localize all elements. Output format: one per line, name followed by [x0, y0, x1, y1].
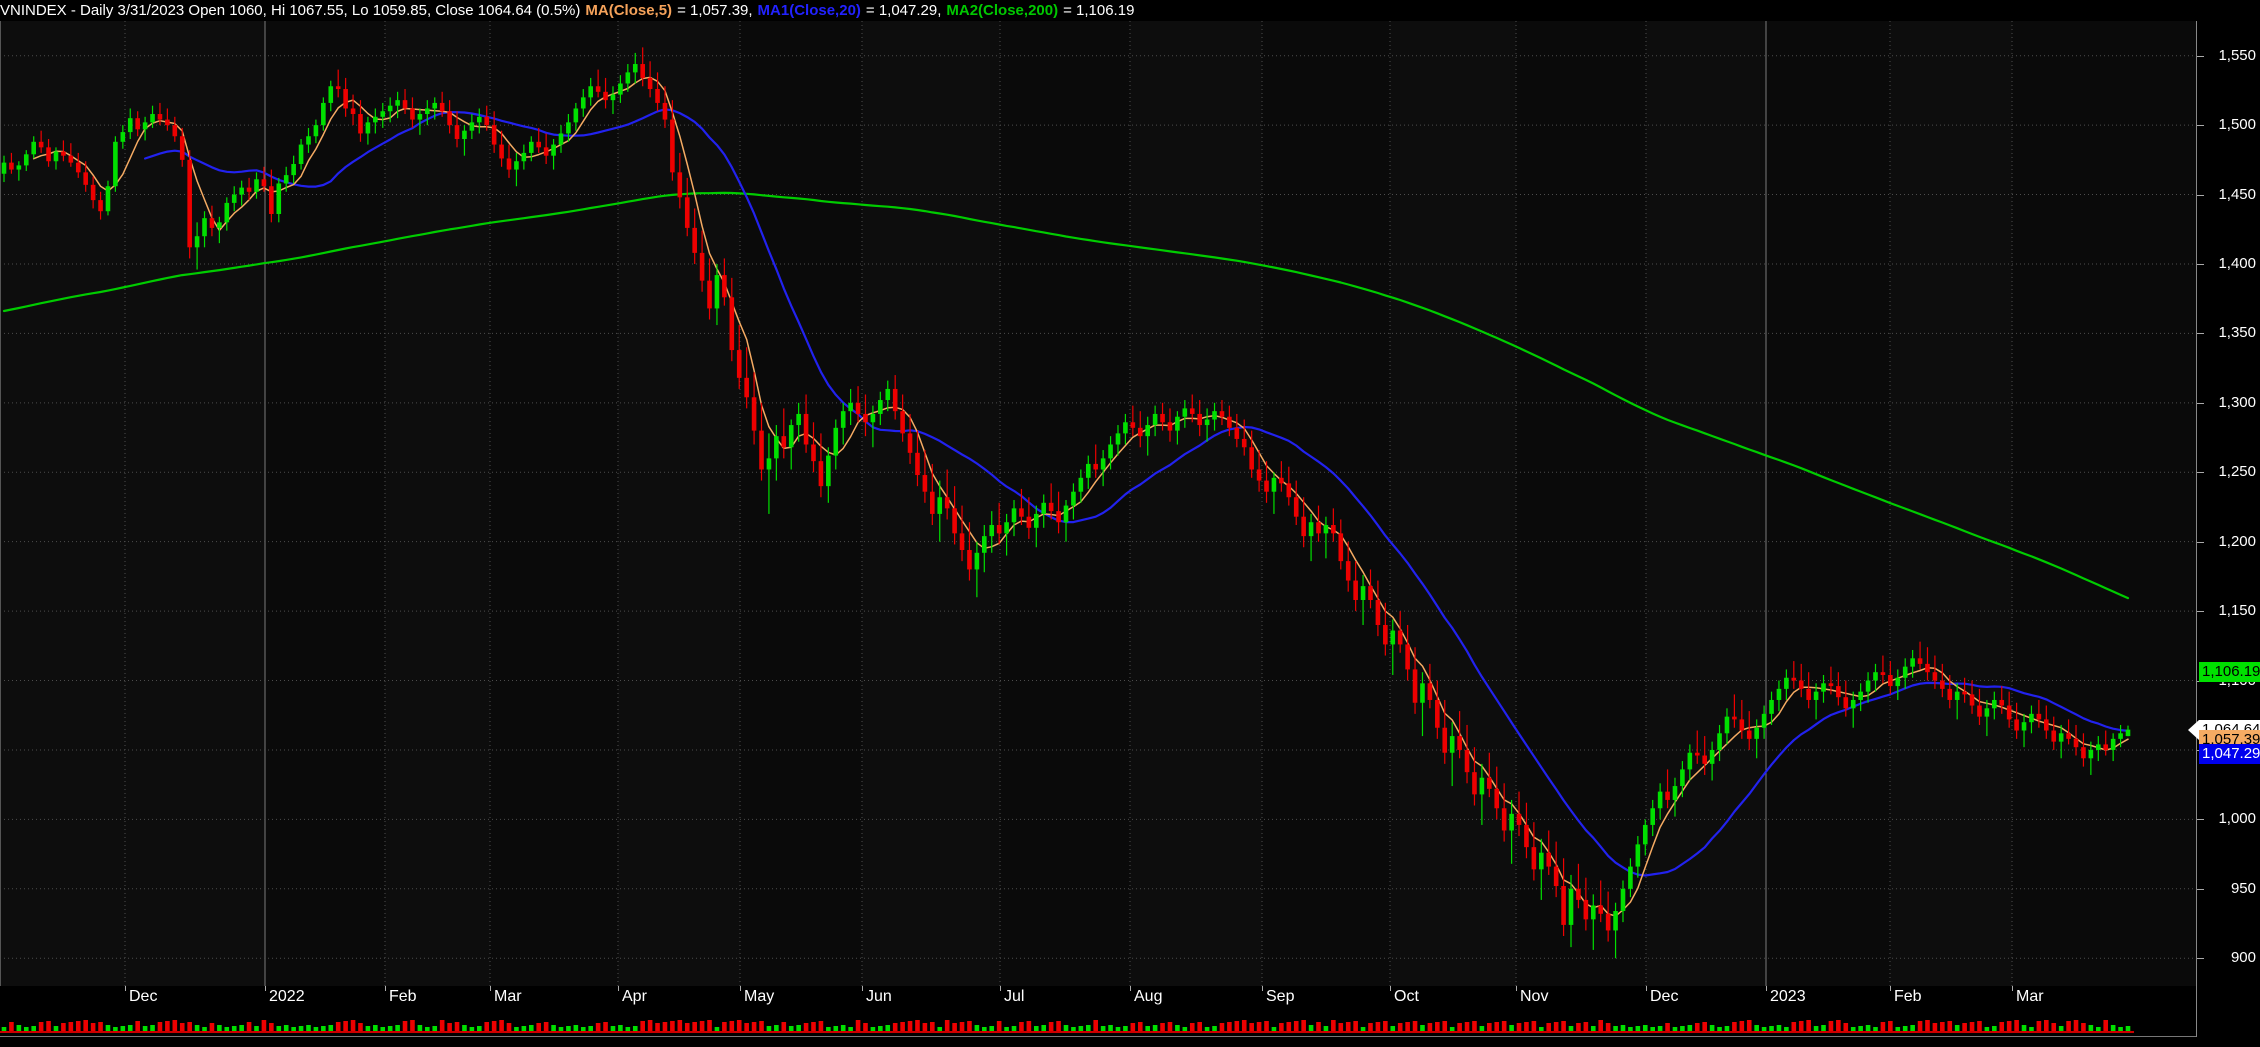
price-tick-label: 1,000: [2218, 810, 2256, 828]
legend-ma200-value: = 1,106.19: [1063, 2, 1135, 19]
time-tick-label: Dec: [129, 988, 158, 1005]
candlestick-canvas: [0, 21, 2197, 986]
price-tick-mark: [2197, 819, 2204, 821]
price-tick-label: 1,200: [2218, 532, 2256, 550]
time-tick-label: May: [744, 988, 775, 1005]
price-tick-mark: [2197, 402, 2204, 404]
legend-ma5-value: = 1,057.39,: [677, 2, 753, 19]
price-tick-label: 1,500: [2218, 116, 2256, 134]
time-tick-mark: [1646, 986, 1647, 991]
time-tick-mark: [1516, 986, 1517, 991]
time-tick-mark: [1766, 986, 1767, 991]
axis-corner-line: [2196, 986, 2197, 1037]
time-tick-label: Jun: [866, 988, 892, 1005]
time-tick-label: Aug: [1134, 988, 1163, 1005]
time-tick-label: Mar: [2016, 988, 2044, 1005]
price-tick-mark: [2197, 541, 2204, 543]
price-tick-mark: [2197, 472, 2204, 474]
time-tick-label: 2023: [1770, 988, 1806, 1005]
time-tick-mark: [740, 986, 741, 991]
time-tick-label: Dec: [1650, 988, 1679, 1005]
price-tick-mark: [2197, 888, 2204, 890]
time-tick-label: Feb: [389, 988, 417, 1005]
header-info: VNINDEX - Daily 3/31/2023 Open 1060, Hi …: [0, 2, 581, 19]
time-tick-label: Feb: [1894, 988, 1922, 1005]
time-tick-label: Mar: [494, 988, 522, 1005]
time-tick-mark: [385, 986, 386, 991]
time-tick-mark: [618, 986, 619, 991]
volume-baseline: [0, 1036, 2197, 1037]
time-tick-mark: [125, 986, 126, 991]
time-tick-mark: [490, 986, 491, 991]
price-tick-label: 1,400: [2218, 254, 2256, 272]
time-tick-label: Sep: [1266, 988, 1295, 1005]
price-axis[interactable]: 1,550 1,500 1,450 1,400 1,350 1,300 1,250 1,200…: [2188, 0, 2260, 1047]
time-tick-label: Oct: [1394, 988, 1419, 1005]
time-tick-label: Jul: [1004, 988, 1025, 1005]
price-tick-label: 900: [2230, 949, 2256, 967]
volume-bars: [0, 1020, 2134, 1033]
ma200-value[interactable]: 1,106.19: [2199, 661, 2260, 682]
time-tick-mark: [265, 986, 266, 991]
time-tick-mark: [862, 986, 863, 991]
time-tick-mark: [1262, 986, 1263, 991]
price-tick-mark: [2197, 125, 2204, 127]
price-tick-label: 1,150: [2218, 602, 2256, 620]
time-tick-mark: [1130, 986, 1131, 991]
price-tick-mark: [2197, 263, 2204, 265]
price-tick-mark: [2197, 194, 2204, 196]
price-tick-label: 1,550: [2218, 46, 2256, 64]
price-tick-label: 1,450: [2218, 185, 2256, 203]
chart-header-legend: VNINDEX - Daily 3/31/2023 Open 1060, Hi …: [0, 0, 2260, 21]
price-tick-mark: [2197, 611, 2204, 613]
chart-plot-area[interactable]: [0, 21, 2197, 986]
legend-ma5-label: MA(Close,5): [585, 2, 673, 19]
time-tick-mark: [1390, 986, 1391, 991]
price-tick-mark: [2197, 333, 2204, 335]
price-tick-label: 1,350: [2218, 324, 2256, 342]
time-tick-label: Apr: [622, 988, 647, 1005]
price-tick-mark: [2197, 958, 2204, 960]
time-axis[interactable]: Dec 2022 Feb Mar Apr May Jun Jul Aug Sep Oct Nov Dec…: [0, 986, 2197, 1020]
plot-right-border: [2196, 21, 2197, 986]
legend-ma200-label: MA2(Close,200): [946, 2, 1059, 19]
price-tick-mark: [2197, 55, 2204, 57]
price-tick-label: 1,250: [2218, 463, 2256, 481]
plot-left-border: [0, 21, 1, 1037]
ma20-value[interactable]: 1,047.29: [2199, 743, 2260, 764]
time-tick-label: Nov: [1520, 988, 1549, 1005]
legend-ma20-value: = 1,047.29,: [865, 2, 942, 19]
price-tick-label: 1,300: [2218, 393, 2256, 411]
legend-ma20-label: MA1(Close,20): [757, 2, 861, 19]
time-tick-label: 2022: [269, 988, 305, 1005]
time-tick-mark: [1000, 986, 1001, 991]
time-tick-mark: [2012, 986, 2013, 991]
volume-strip: [0, 1018, 2197, 1036]
time-tick-mark: [1890, 986, 1891, 991]
price-tick-label: 950: [2230, 879, 2256, 897]
